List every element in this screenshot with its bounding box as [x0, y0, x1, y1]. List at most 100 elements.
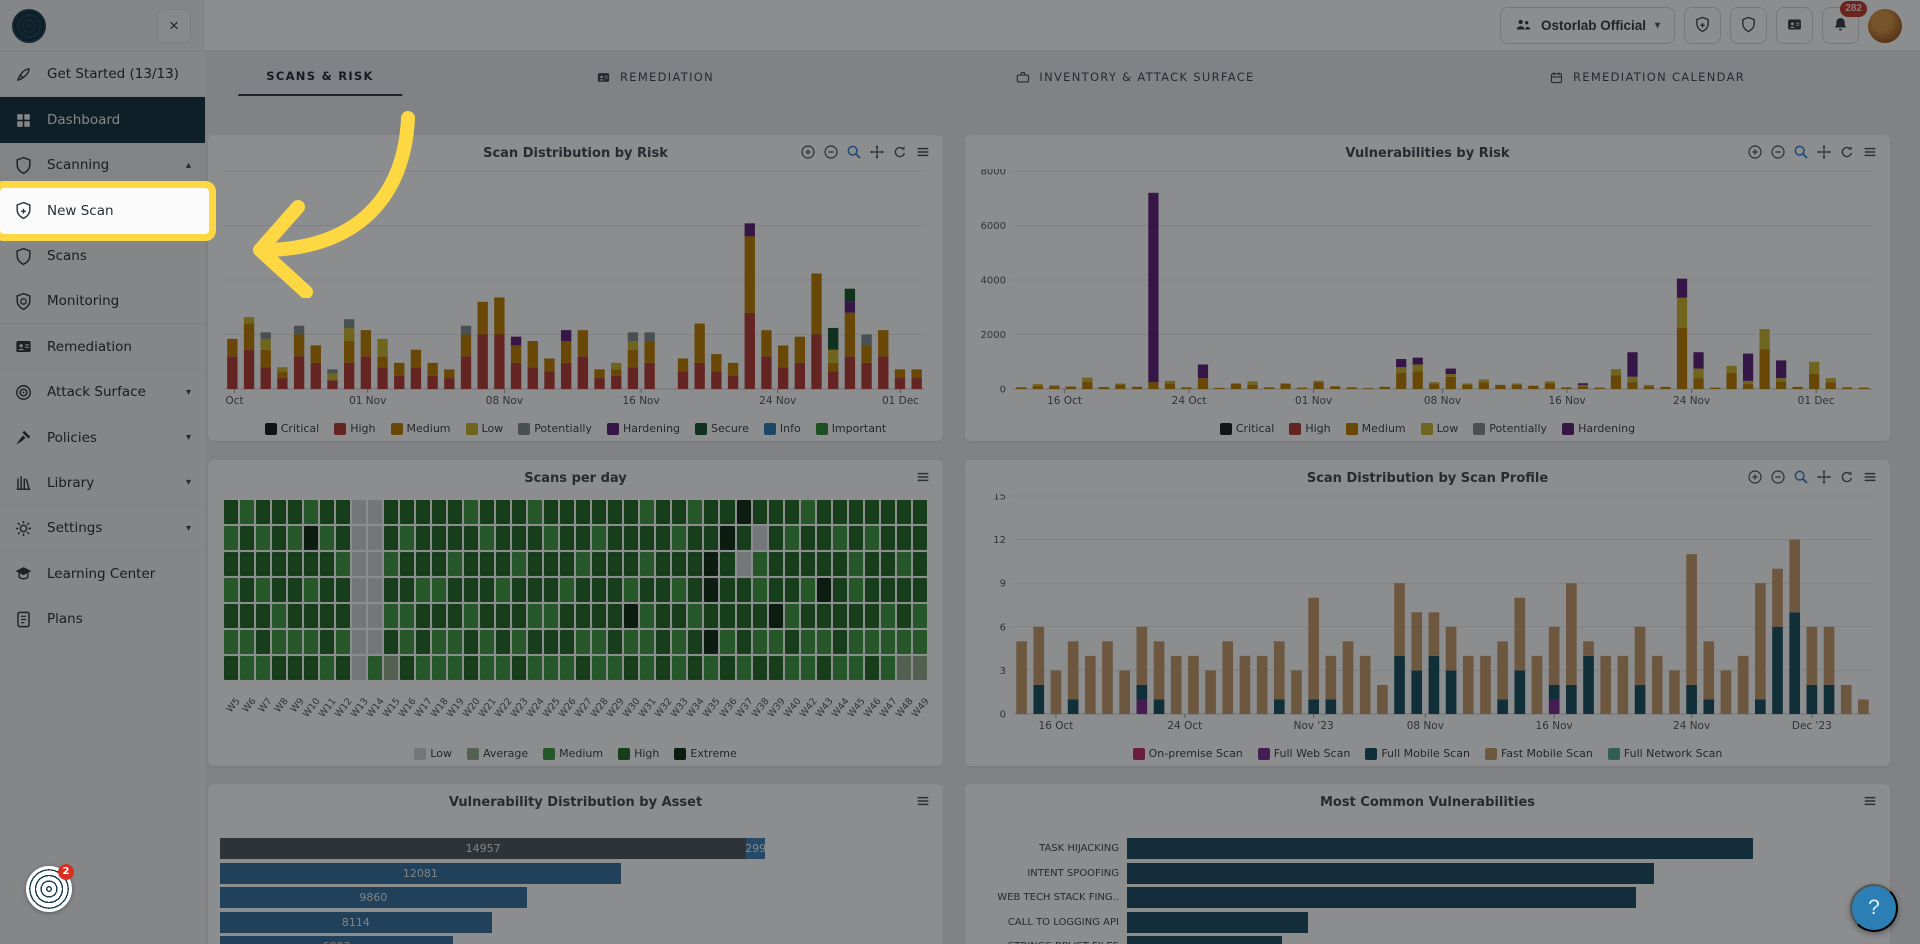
heatmap-cell[interactable] — [896, 630, 911, 654]
heatmap-cell[interactable] — [800, 630, 815, 654]
heatmap-cell[interactable] — [784, 578, 799, 602]
heatmap-cell[interactable] — [896, 656, 911, 680]
heatmap-cell[interactable] — [880, 604, 895, 628]
menu-icon[interactable] — [915, 793, 931, 809]
heatmap-cell[interactable] — [864, 630, 879, 654]
legend-item[interactable]: Full Web Scan — [1257, 747, 1350, 760]
heatmap-cell[interactable] — [688, 552, 703, 576]
heatmap-cell[interactable] — [880, 656, 895, 680]
sidebar-close-button[interactable]: × — [157, 9, 191, 43]
heatmap-cell[interactable] — [400, 630, 415, 654]
heatmap-cell[interactable] — [864, 552, 879, 576]
heatmap-cell[interactable] — [224, 656, 239, 680]
heatmap-cell[interactable] — [432, 526, 447, 550]
heatmap-cell[interactable] — [336, 578, 351, 602]
heatmap-cell[interactable] — [544, 500, 559, 524]
heatmap-cell[interactable] — [464, 578, 479, 602]
legend-item[interactable]: Potentially — [1473, 422, 1547, 435]
heatmap-cell[interactable] — [496, 526, 511, 550]
sidebar-item-remediation[interactable]: Remediation — [0, 324, 205, 370]
heatmap-cell[interactable] — [480, 526, 495, 550]
legend-item[interactable]: Medium — [390, 422, 451, 435]
heatmap-cell[interactable] — [416, 578, 431, 602]
heatmap-cell[interactable] — [528, 630, 543, 654]
heatmap-cell[interactable] — [368, 500, 383, 524]
heatmap-cell[interactable] — [544, 656, 559, 680]
heatmap-cell[interactable] — [752, 630, 767, 654]
heatmap-cell[interactable] — [240, 500, 255, 524]
heatmap-cell[interactable] — [544, 526, 559, 550]
heatmap-cell[interactable] — [672, 656, 687, 680]
heatmap-cell[interactable] — [320, 630, 335, 654]
legend-item[interactable]: Critical — [1219, 422, 1274, 435]
heatmap-cell[interactable] — [448, 630, 463, 654]
heatmap-cell[interactable] — [848, 526, 863, 550]
heatmap-cell[interactable] — [752, 578, 767, 602]
heatmap-cell[interactable] — [720, 630, 735, 654]
heatmap-cell[interactable] — [864, 604, 879, 628]
menu-icon[interactable] — [1862, 144, 1878, 160]
heatmap-cell[interactable] — [832, 630, 847, 654]
heatmap-cell[interactable] — [304, 656, 319, 680]
tab-inventory-attack-surface[interactable]: INVENTORY & ATTACK SURFACE — [987, 58, 1282, 96]
heatmap-cell[interactable] — [704, 526, 719, 550]
box-select-zoom-icon[interactable] — [1793, 469, 1809, 485]
heatmap-cell[interactable] — [336, 630, 351, 654]
heatmap-cell[interactable] — [464, 656, 479, 680]
heatmap-cell[interactable] — [688, 604, 703, 628]
heatmap-cell[interactable] — [656, 630, 671, 654]
heatmap-cell[interactable] — [384, 578, 399, 602]
sidebar-item-learning-center[interactable]: Learning Center — [0, 551, 205, 597]
hbar-bar[interactable] — [1127, 911, 1308, 933]
heatmap-cell[interactable] — [432, 656, 447, 680]
hbar-bar[interactable]: 12081 — [220, 862, 621, 884]
heatmap-cell[interactable] — [336, 656, 351, 680]
heatmap-cell[interactable] — [240, 630, 255, 654]
heatmap-cell[interactable] — [784, 526, 799, 550]
heatmap-cell[interactable] — [400, 500, 415, 524]
heatmap-cell[interactable] — [464, 500, 479, 524]
heatmap-cell[interactable] — [352, 604, 367, 628]
hbar-bar[interactable] — [1127, 862, 1654, 884]
heatmap-cell[interactable] — [368, 526, 383, 550]
heatmap-cell[interactable] — [784, 500, 799, 524]
heatmap-cell[interactable] — [320, 552, 335, 576]
heatmap-cell[interactable] — [464, 630, 479, 654]
heatmap-cell[interactable] — [624, 500, 639, 524]
heatmap-cell[interactable] — [864, 526, 879, 550]
heatmap-cell[interactable] — [368, 552, 383, 576]
heatmap-cell[interactable] — [560, 526, 575, 550]
heatmap-cell[interactable] — [416, 604, 431, 628]
legend-item[interactable]: Critical — [264, 422, 319, 435]
heatmap-cell[interactable] — [432, 552, 447, 576]
heatmap-cell[interactable] — [816, 578, 831, 602]
heatmap-cell[interactable] — [816, 552, 831, 576]
heatmap-cell[interactable] — [624, 526, 639, 550]
heatmap-cell[interactable] — [432, 500, 447, 524]
heatmap-cell[interactable] — [352, 578, 367, 602]
heatmap-cell[interactable] — [640, 578, 655, 602]
sidebar-item-policies[interactable]: Policies ▾ — [0, 415, 205, 461]
heatmap-cell[interactable] — [400, 604, 415, 628]
heatmap-cell[interactable] — [864, 578, 879, 602]
heatmap-cell[interactable] — [768, 526, 783, 550]
heatmap-cell[interactable] — [496, 578, 511, 602]
heatmap-cell[interactable] — [720, 552, 735, 576]
heatmap-cell[interactable] — [848, 656, 863, 680]
heatmap-cell[interactable] — [288, 578, 303, 602]
heatmap-cell[interactable] — [880, 526, 895, 550]
heatmap-cell[interactable] — [256, 526, 271, 550]
hbar-bar[interactable] — [1127, 887, 1636, 908]
heatmap-cell[interactable] — [736, 552, 751, 576]
heatmap-cell[interactable] — [800, 656, 815, 680]
heatmap-cell[interactable] — [640, 500, 655, 524]
heatmap-cell[interactable] — [576, 526, 591, 550]
heatmap-cell[interactable] — [512, 578, 527, 602]
heatmap-cell[interactable] — [576, 500, 591, 524]
heatmap-cell[interactable] — [832, 500, 847, 524]
legend-item[interactable]: Medium — [1345, 422, 1406, 435]
heatmap-cell[interactable] — [800, 552, 815, 576]
heatmap-cell[interactable] — [240, 604, 255, 628]
heatmap-cell[interactable] — [480, 552, 495, 576]
heatmap-cell[interactable] — [896, 500, 911, 524]
